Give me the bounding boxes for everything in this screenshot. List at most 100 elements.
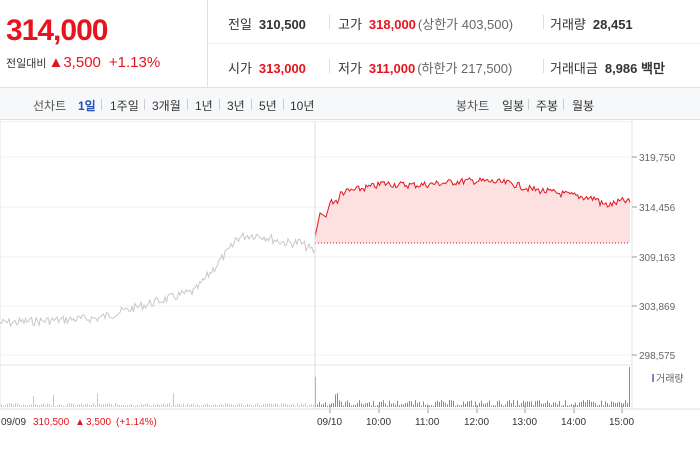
tab-weekly-candle[interactable]: 주봉 xyxy=(536,99,559,113)
tab-3month[interactable]: 3개월 xyxy=(152,99,181,113)
volume-bar xyxy=(253,405,254,407)
volume-bar xyxy=(39,405,40,407)
volume-bar xyxy=(155,405,156,407)
volume-bar xyxy=(447,404,448,407)
volume-bar xyxy=(77,404,78,407)
volume-bar xyxy=(505,404,506,407)
volume-bar xyxy=(481,400,482,407)
volume-bar xyxy=(537,400,538,407)
low-price: 저가 311,000 (하한가 217,500) xyxy=(338,61,513,76)
volume-bar xyxy=(61,405,62,407)
volume-bar xyxy=(499,400,500,407)
volume-bar xyxy=(369,402,370,407)
volume-bar xyxy=(345,401,346,407)
volume-bar xyxy=(525,402,526,407)
volume-bar xyxy=(63,405,64,407)
volume-bar xyxy=(175,405,176,407)
volume-bar xyxy=(421,406,422,407)
volume-bar xyxy=(377,405,378,407)
volume-bar xyxy=(413,404,414,407)
volume-bar xyxy=(399,405,400,407)
volume-bar xyxy=(117,404,118,407)
volume-bar xyxy=(141,403,142,407)
tab-3year[interactable]: 3년 xyxy=(227,99,245,113)
volume-bar xyxy=(449,400,450,407)
volume-bar xyxy=(419,402,420,407)
x-tick-label: 10:00 xyxy=(366,417,391,428)
y-tick-label: 303,869 xyxy=(639,302,676,313)
volume-bar xyxy=(469,401,470,407)
volume-bar xyxy=(209,405,210,407)
today-price-fill xyxy=(315,177,630,243)
volume-bar xyxy=(385,403,386,407)
volume-bar xyxy=(243,405,244,407)
trade-amount: 거래대금 8,986 백만 xyxy=(550,61,665,76)
volume-bar xyxy=(299,405,300,407)
tab-5year[interactable]: 5년 xyxy=(259,99,277,113)
volume-bar xyxy=(473,405,474,407)
volume-bar xyxy=(339,400,340,407)
volume-bar xyxy=(93,403,94,407)
volume-bar xyxy=(417,403,418,407)
tab-1year[interactable]: 1년 xyxy=(195,99,213,113)
volume-bar xyxy=(507,401,508,407)
volume-bar xyxy=(71,403,72,407)
volume-bar xyxy=(523,400,524,407)
change-amount: 3,500 xyxy=(63,54,101,71)
volume-bar xyxy=(119,404,120,407)
volume-bar xyxy=(99,403,100,407)
volume-bar xyxy=(349,402,350,407)
current-price: 314,000 xyxy=(6,14,108,47)
volume-bar xyxy=(249,404,250,407)
volume-bar xyxy=(577,404,578,407)
volume-bar xyxy=(321,404,322,407)
volume-bar xyxy=(213,404,214,407)
volume-bar xyxy=(361,403,362,407)
volume-bar xyxy=(223,405,224,407)
tab-10year[interactable]: 10년 xyxy=(290,99,315,113)
volume-bar xyxy=(33,396,34,407)
volume-bar xyxy=(35,404,36,407)
volume-bar xyxy=(503,406,504,407)
volume-bar xyxy=(547,400,548,407)
volume-bar xyxy=(245,405,246,407)
volume-bar xyxy=(9,403,10,407)
volume-bar xyxy=(331,403,332,407)
info-row-1: 전일 310,500 고가 318,000 (상한가 403,500) 거래량 28,4… xyxy=(208,0,700,44)
prev-day-change: 3,500 xyxy=(86,417,111,428)
volume-bar xyxy=(207,403,208,407)
volume-bar xyxy=(127,405,128,407)
volume-bar xyxy=(409,400,410,407)
volume-bar xyxy=(37,405,38,407)
volume-bar xyxy=(1,404,2,407)
tab-monthly-candle[interactable]: 월봉 xyxy=(572,99,595,113)
volume-bar xyxy=(461,405,462,407)
volume-bar xyxy=(195,405,196,407)
tab-1day[interactable]: 1일 xyxy=(78,99,96,113)
y-tick-label: 319,750 xyxy=(639,153,676,164)
volume-bar xyxy=(279,405,280,407)
line-chart-label: 선차트 xyxy=(33,99,67,113)
volume-bar xyxy=(617,402,618,407)
volume-bar xyxy=(607,403,608,407)
volume-bar xyxy=(591,401,592,407)
volume-legend-swatch xyxy=(652,374,654,382)
volume-bar xyxy=(217,405,218,407)
volume-bar xyxy=(325,402,326,407)
volume-bar xyxy=(95,405,96,407)
volume-bar xyxy=(295,405,296,407)
volume-bar xyxy=(397,400,398,407)
volume-bar xyxy=(231,404,232,407)
volume-bar xyxy=(311,404,312,407)
volume-bar xyxy=(145,404,146,407)
volume-bar xyxy=(271,403,272,407)
volume-bar xyxy=(31,404,32,407)
volume-bar xyxy=(17,403,18,407)
tab-daily-candle[interactable]: 일봉 xyxy=(502,99,525,113)
volume-bar xyxy=(273,404,274,407)
tab-1week[interactable]: 1주일 xyxy=(110,99,139,113)
volume-bar xyxy=(527,401,528,407)
volume-bar xyxy=(393,403,394,407)
volume-bar xyxy=(341,401,342,407)
